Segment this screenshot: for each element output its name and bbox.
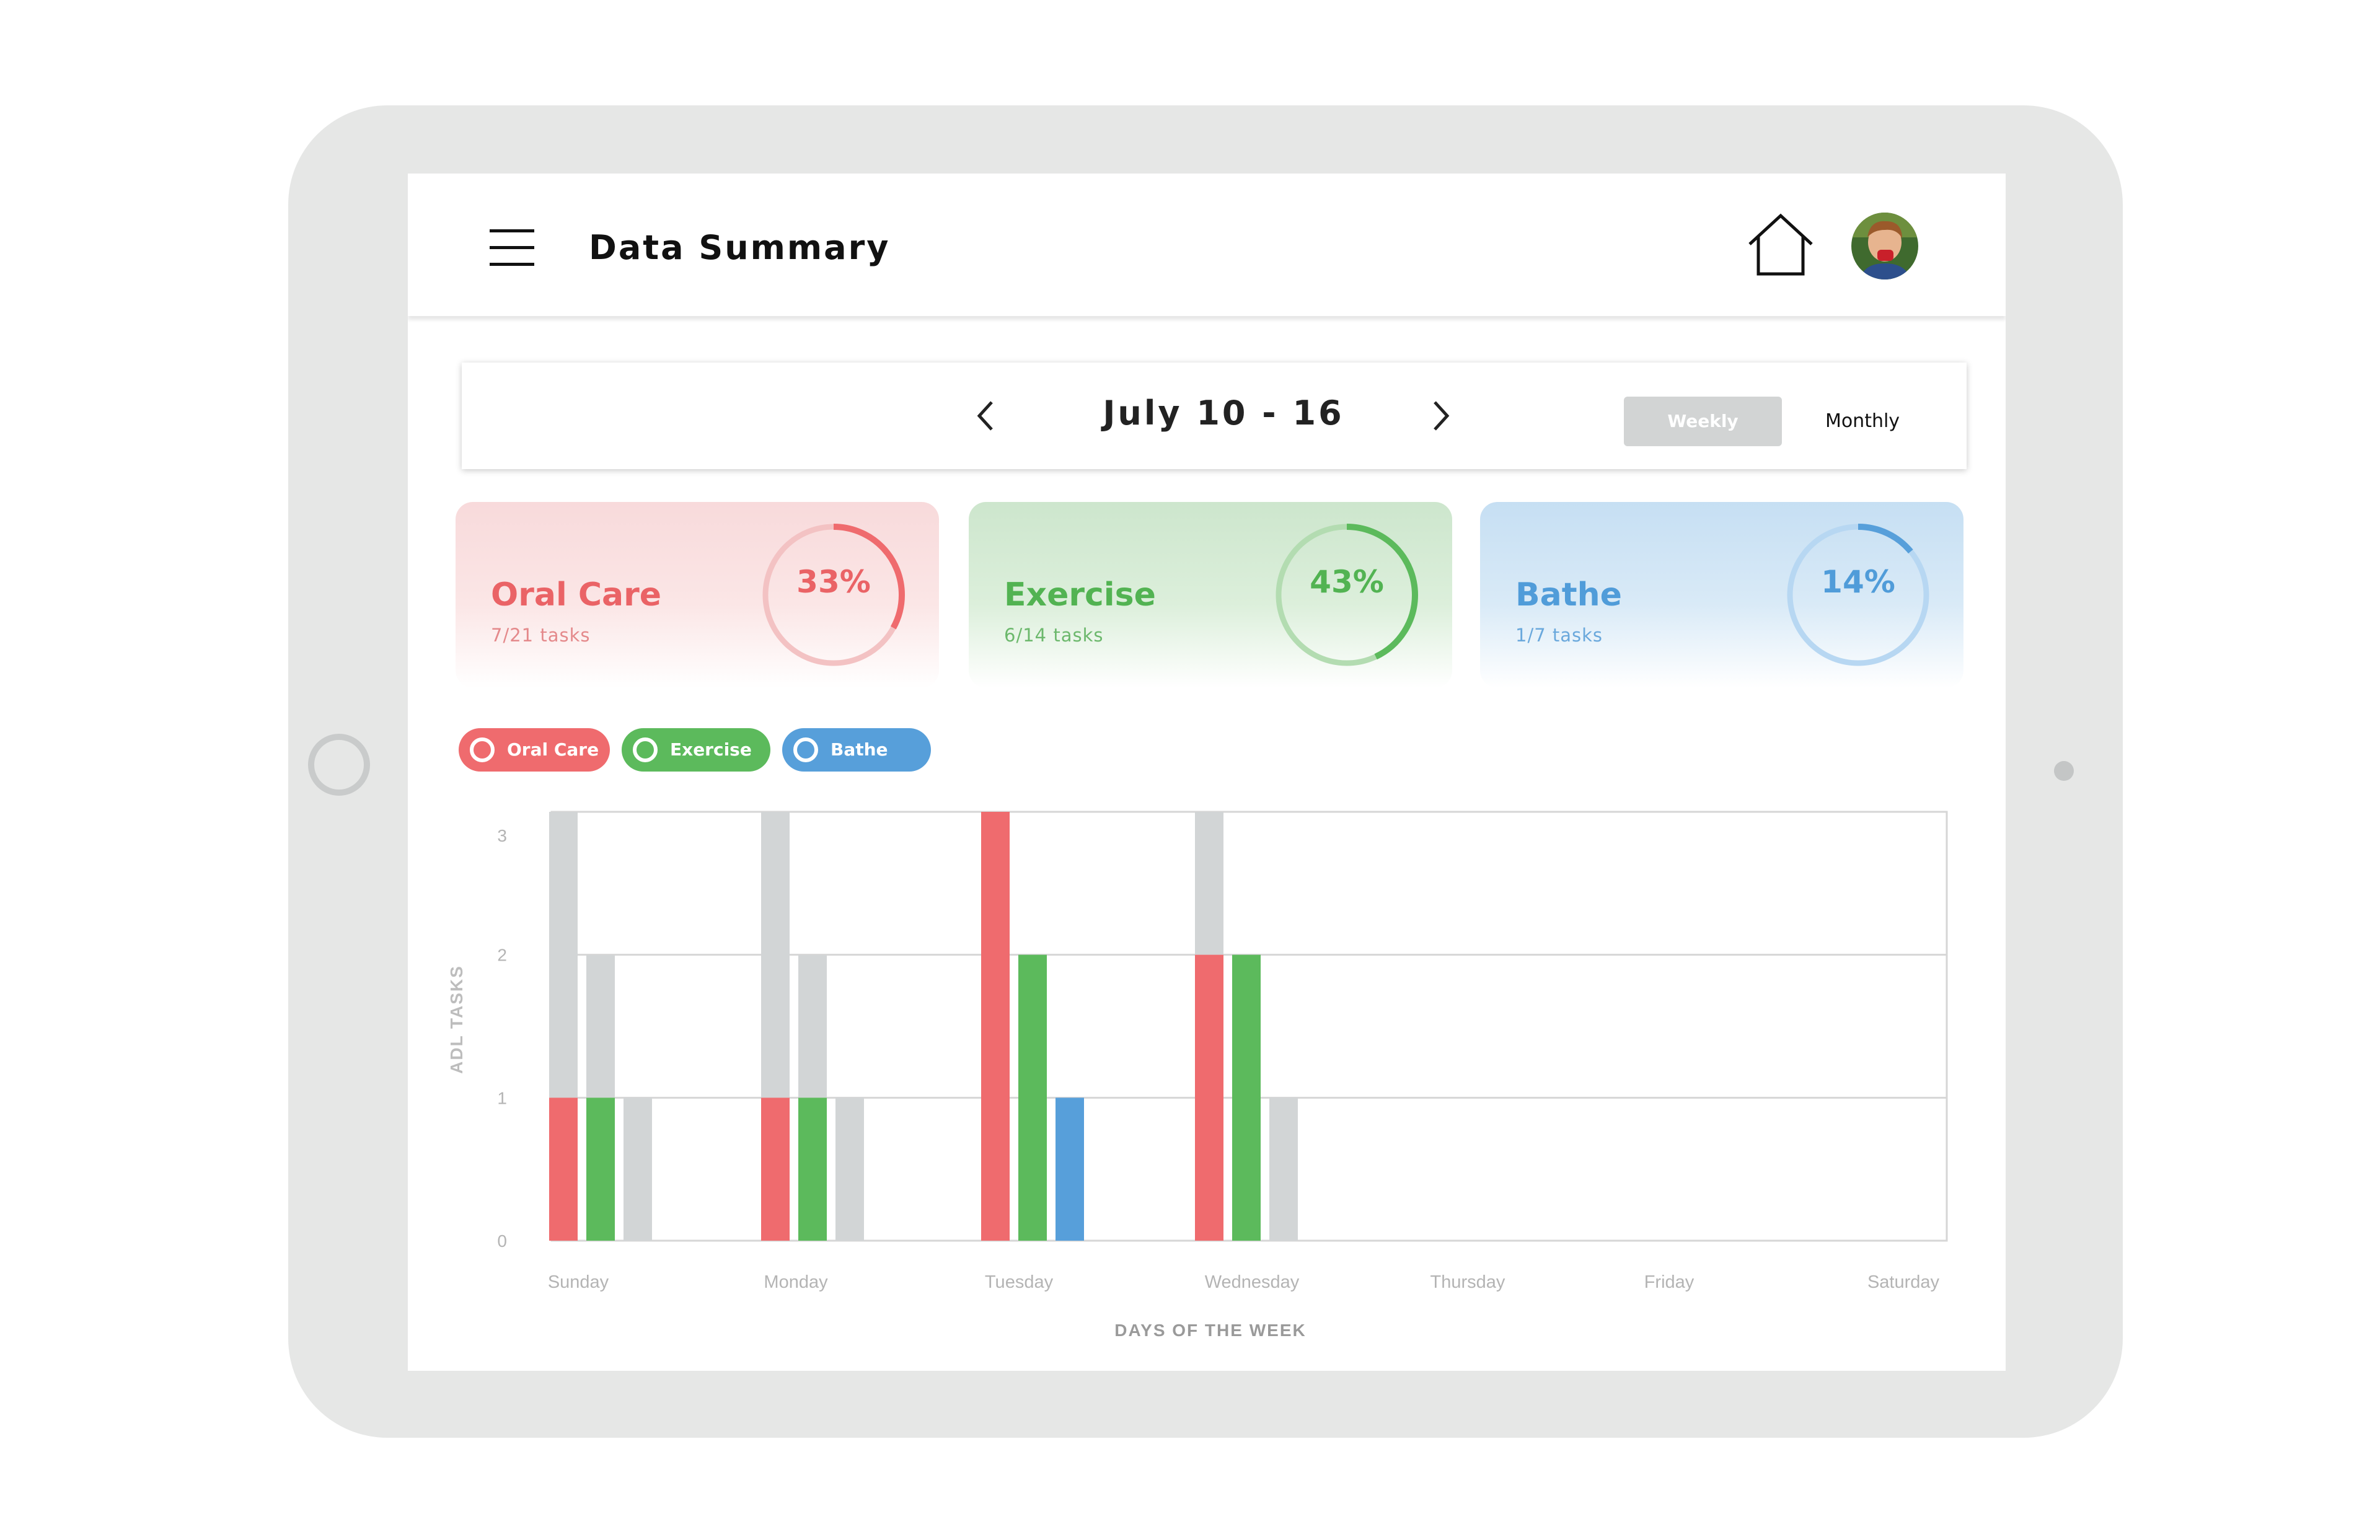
y-tick-label: 1 <box>497 1088 507 1107</box>
legend-circle-icon <box>793 737 818 762</box>
oral-care-summary-card[interactable]: Oral Care 7/21 tasks 33% <box>456 502 939 688</box>
legend-chip-oral-care[interactable]: Oral Care <box>459 728 610 772</box>
tablet-home-button[interactable] <box>308 734 370 796</box>
x-tick-label: Friday <box>1644 1272 1695 1292</box>
progress-ring <box>1276 524 1418 666</box>
x-tick-label: Tuesday <box>985 1272 1054 1292</box>
bar-completed <box>798 1098 827 1241</box>
x-tick-label: Wednesday <box>1205 1272 1300 1292</box>
bar-remaining <box>549 812 578 1098</box>
progress-ring <box>1787 524 1929 666</box>
weekly-toggle-button[interactable]: Weekly <box>1624 397 1782 446</box>
y-axis-label: ADL TASKS <box>447 965 466 1074</box>
y-tick-label: 0 <box>497 1231 507 1251</box>
progress-ring-fill <box>1787 524 1929 666</box>
bar-remaining <box>586 954 615 1098</box>
x-axis-label: DAYS OF THE WEEK <box>1114 1321 1306 1340</box>
legend-label: Bathe <box>831 739 888 760</box>
bar-completed <box>586 1098 615 1241</box>
bar-remaining <box>798 954 827 1098</box>
card-title: Bathe <box>1515 576 1622 614</box>
legend-label: Oral Care <box>507 739 599 760</box>
user-avatar[interactable] <box>1851 213 1918 279</box>
progress-ring <box>762 524 905 666</box>
bathe-summary-card[interactable]: Bathe 1/7 tasks 14% <box>1480 502 1963 688</box>
bar-completed <box>1018 954 1047 1241</box>
card-task-count: 1/7 tasks <box>1515 625 1603 646</box>
y-tick-label: 2 <box>497 946 507 965</box>
card-percent: 43% <box>1310 564 1384 600</box>
x-tick-label: Saturday <box>1867 1272 1940 1292</box>
monthly-toggle-button[interactable]: Monthly <box>1825 410 1900 432</box>
card-title: Oral Care <box>491 576 662 614</box>
date-navigator: July 10 - 16 Weekly Monthly <box>462 363 1967 469</box>
bar-completed <box>1195 954 1223 1241</box>
next-week-chevron-icon[interactable] <box>1429 398 1453 433</box>
page-title: Data Summary <box>589 228 891 267</box>
card-percent: 14% <box>1821 564 1895 600</box>
bar-remaining <box>624 1098 652 1241</box>
legend-circle-icon <box>470 737 495 762</box>
bar-remaining <box>835 1098 864 1241</box>
bar-completed <box>549 1098 578 1241</box>
home-icon[interactable] <box>1747 212 1815 276</box>
y-tick-label: 3 <box>497 826 507 845</box>
bar-remaining <box>1269 1098 1298 1241</box>
legend-chip-exercise[interactable]: Exercise <box>622 728 770 772</box>
x-tick-label: Monday <box>764 1272 828 1292</box>
legend-chip-bathe[interactable]: Bathe <box>782 728 931 772</box>
card-task-count: 6/14 tasks <box>1004 625 1104 646</box>
bar-completed <box>1232 954 1261 1241</box>
progress-ring-fill <box>1276 524 1418 666</box>
bar-remaining <box>761 812 790 1098</box>
previous-week-chevron-icon[interactable] <box>973 398 998 433</box>
avatar-photo <box>1851 213 1918 279</box>
progress-ring-fill <box>762 524 905 666</box>
x-tick-label: Sunday <box>548 1272 609 1292</box>
card-title: Exercise <box>1004 576 1156 614</box>
app-screen: Data Summary July 10 - 16 Weekly Monthly <box>408 174 2006 1371</box>
card-percent: 33% <box>796 564 871 600</box>
adl-tasks-bar-chart: 0 1 2 3 Sunday Monday Tuesday Wednesday Thursday… <box>447 811 1948 1340</box>
tablet-camera <box>2054 761 2074 781</box>
legend-circle-icon <box>633 737 658 762</box>
app-header: Data Summary <box>408 174 2006 316</box>
bar-completed <box>1056 1098 1084 1241</box>
bar-completed <box>981 812 1010 1241</box>
card-task-count: 7/21 tasks <box>491 625 591 646</box>
exercise-summary-card[interactable]: Exercise 6/14 tasks 43% <box>969 502 1452 688</box>
date-range-label: July 10 - 16 <box>1103 394 1344 433</box>
x-tick-label: Thursday <box>1430 1272 1505 1292</box>
hamburger-menu-icon[interactable] <box>490 229 534 266</box>
bar-remaining <box>1195 812 1223 955</box>
bar-completed <box>761 1098 790 1241</box>
legend-label: Exercise <box>670 739 752 760</box>
